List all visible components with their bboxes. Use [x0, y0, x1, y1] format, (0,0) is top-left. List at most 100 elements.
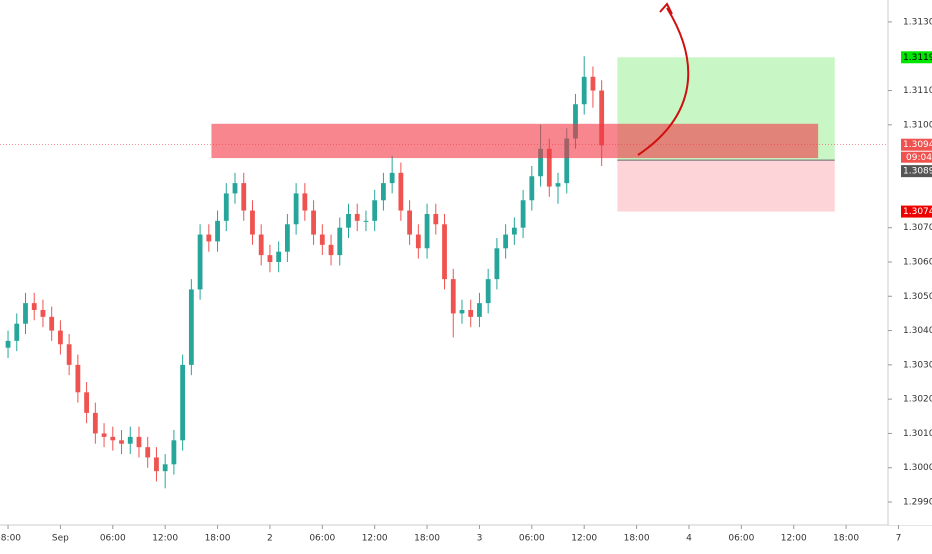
- x-tick-label: 3: [477, 534, 483, 544]
- candle-body: [23, 303, 28, 324]
- x-tick-label: 06:00: [100, 534, 126, 544]
- candle-body: [389, 172, 395, 184]
- candle-body: [101, 433, 107, 437]
- candle-body: [590, 76, 596, 91]
- y-tick-label: 1.29900: [903, 498, 932, 508]
- candle-body: [258, 234, 264, 256]
- x-tick-label: 18:00: [0, 534, 21, 544]
- x-tick-label: 18:00: [833, 534, 859, 544]
- candle-body: [84, 392, 90, 413]
- x-tick-label: 06:00: [728, 534, 754, 544]
- x-tick-label: 06:00: [519, 534, 545, 544]
- candle-body: [145, 447, 151, 458]
- last-price-label: 1.30942: [903, 140, 932, 150]
- candle-body: [442, 224, 447, 280]
- candle-body: [40, 309, 46, 317]
- candle-body: [276, 251, 282, 262]
- candle-body: [154, 457, 159, 472]
- candle-body: [599, 90, 605, 146]
- candle-body: [319, 234, 325, 245]
- candle-body: [119, 440, 124, 444]
- y-tick-label: 1.30700: [903, 223, 932, 233]
- candle-body: [459, 309, 465, 314]
- entry-price-label-bg: [901, 165, 932, 178]
- candle-body: [171, 440, 177, 465]
- candle-body: [92, 412, 98, 434]
- entry-price-label: 1.30897: [903, 167, 932, 177]
- candle-body: [398, 172, 404, 211]
- candle-body: [49, 316, 55, 331]
- candle-body: [206, 234, 212, 242]
- candle-body: [337, 227, 343, 256]
- candle-body: [302, 193, 308, 211]
- candle-body: [110, 436, 116, 441]
- y-tick-label: 1.30500: [903, 292, 932, 302]
- y-tick-label: 1.31000: [903, 120, 932, 130]
- candle-body: [127, 436, 133, 444]
- candle-body: [546, 148, 552, 187]
- candle-body: [415, 234, 421, 249]
- candle-body: [232, 183, 238, 194]
- x-tick-label: 7: [896, 534, 902, 544]
- arrow-head: [659, 2, 673, 15]
- x-tick-label: 2: [267, 534, 273, 544]
- candle-body: [328, 244, 334, 256]
- countdown-label: 09:04: [906, 153, 932, 163]
- candle-body: [555, 183, 561, 187]
- candle-body: [538, 148, 543, 177]
- last-price-label-bg: [901, 138, 932, 151]
- candle-body: [424, 213, 430, 249]
- candle-body: [215, 220, 220, 242]
- candle-body: [407, 210, 413, 235]
- candle-body: [311, 210, 316, 235]
- resistance-zone: [211, 123, 819, 159]
- stop-price-label-bg: [901, 205, 932, 218]
- x-tick-label: Sep: [52, 534, 69, 544]
- candle-body: [223, 193, 229, 221]
- candle-body: [381, 183, 386, 201]
- x-tick-label: 18:00: [205, 534, 231, 544]
- stop-area: [617, 160, 835, 212]
- y-tick-label: 1.30300: [903, 360, 932, 370]
- candle-body: [162, 464, 168, 472]
- candle-body: [75, 364, 81, 393]
- candle-body: [14, 323, 20, 341]
- candle-body: [346, 213, 351, 228]
- candle-body: [188, 289, 194, 365]
- candle-body: [66, 344, 72, 365]
- candle-body: [372, 200, 378, 221]
- x-tick-label: 12:00: [781, 534, 807, 544]
- y-tick-label: 1.30100: [903, 429, 932, 439]
- candle-body: [180, 364, 186, 441]
- candle-body: [433, 213, 439, 225]
- candle-body: [494, 248, 500, 280]
- price-axis-bg: [889, 0, 932, 525]
- x-tick-label: 12:00: [571, 534, 597, 544]
- y-tick-label: 1.30200: [903, 395, 932, 405]
- candle-body: [520, 200, 526, 228]
- candle-body: [450, 279, 456, 314]
- candle-body: [136, 436, 142, 448]
- y-tick-label: 1.30000: [903, 463, 932, 473]
- x-tick-label: 18:00: [624, 534, 650, 544]
- candle-body: [468, 309, 474, 317]
- candle-body: [267, 255, 273, 262]
- candle-body: [354, 213, 360, 221]
- y-tick-label: 1.31100: [903, 86, 932, 96]
- candle-body: [573, 104, 578, 139]
- y-tick-label: 1.30400: [903, 326, 932, 336]
- x-tick-label: 12:00: [152, 534, 178, 544]
- candle-body: [529, 176, 535, 201]
- candle-body: [363, 220, 369, 222]
- candle-body: [31, 303, 37, 310]
- x-tick-label: 4: [686, 534, 692, 544]
- candle-body: [503, 234, 509, 249]
- candle-body: [5, 340, 11, 348]
- candle-body: [485, 279, 491, 304]
- countdown-bg: [901, 151, 932, 163]
- x-tick-label: 12:00: [362, 534, 388, 544]
- candle-body: [477, 303, 482, 317]
- target-price-label-bg: [901, 51, 932, 64]
- candle-body: [293, 193, 299, 225]
